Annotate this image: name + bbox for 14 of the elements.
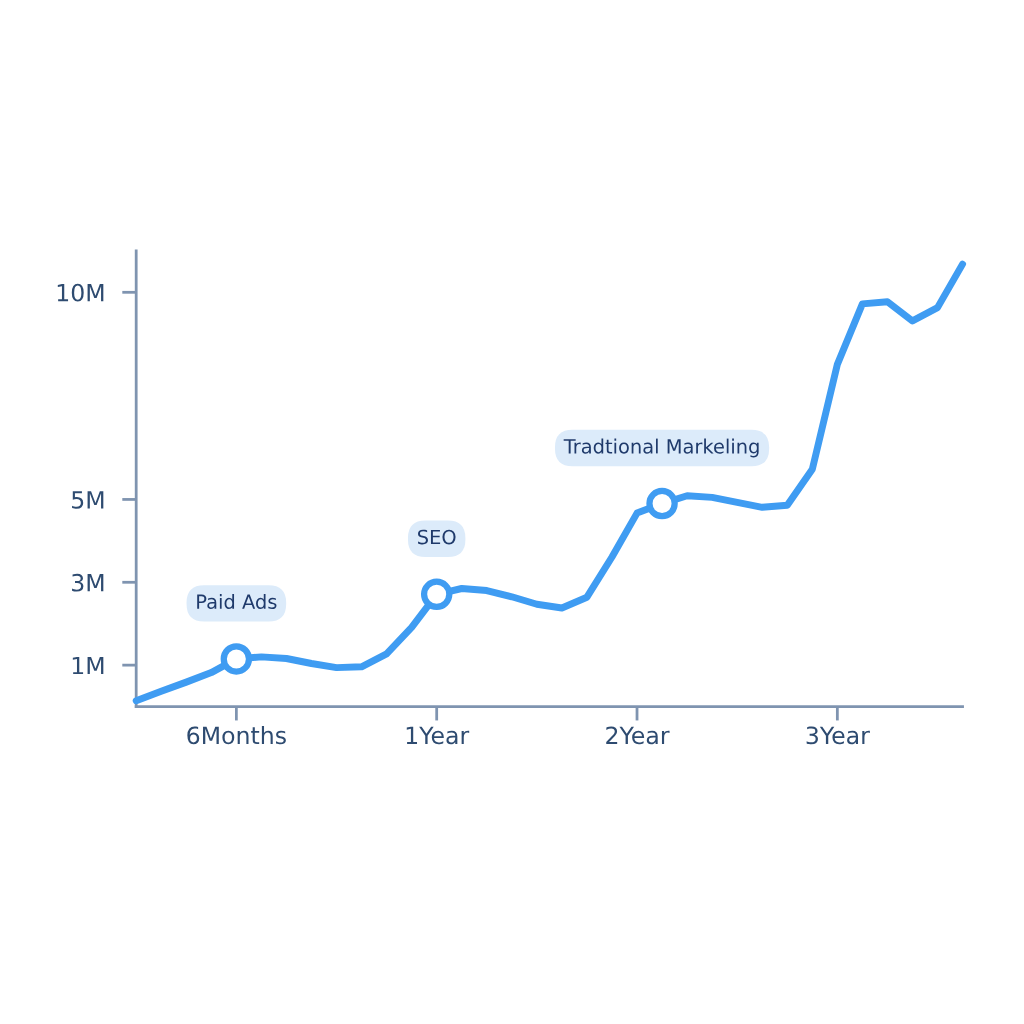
x-tick-label: 3Year bbox=[806, 726, 870, 745]
x-tick-label: 6Months bbox=[187, 726, 286, 745]
annotation: Paid Ads bbox=[197, 593, 277, 610]
y-tick-label: 10M bbox=[57, 283, 104, 302]
x-tick-label: 2Year bbox=[606, 726, 670, 745]
y-tick-label: 5M bbox=[72, 491, 104, 509]
x-tick-label: 1Year bbox=[406, 726, 470, 745]
y-tick-label: 1M bbox=[72, 656, 104, 675]
annotation: Tradtional Markeling bbox=[563, 438, 759, 458]
annotation: SEO bbox=[418, 529, 456, 545]
point bbox=[220, 643, 253, 675]
point bbox=[420, 578, 453, 611]
point bbox=[646, 487, 678, 520]
y-tick-label: 3M bbox=[72, 573, 104, 592]
